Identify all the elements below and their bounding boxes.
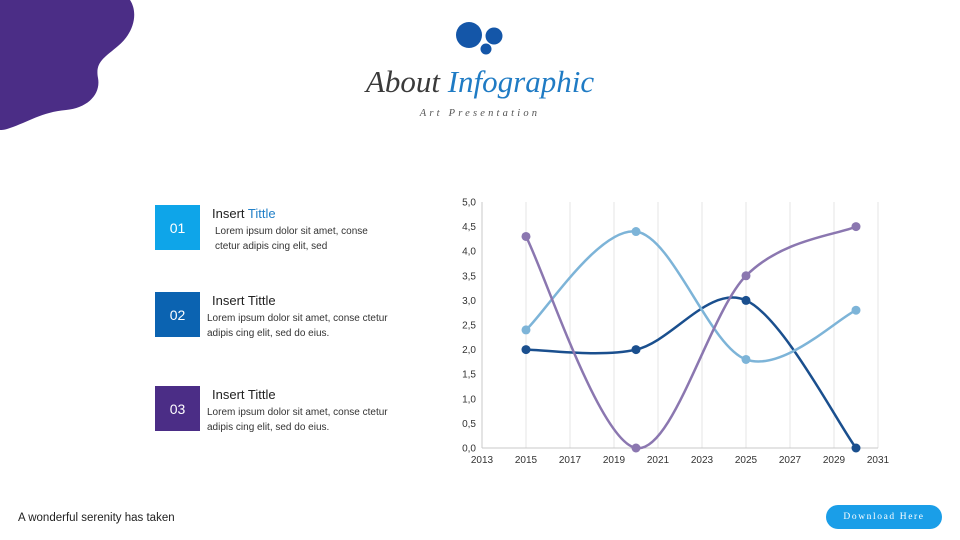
y-tick-label: 0,5 bbox=[462, 419, 476, 430]
y-tick-label: 4,5 bbox=[462, 222, 476, 233]
item-text-line-1: Lorem ipsum dolor sit amet, conse bbox=[215, 226, 368, 237]
series-line-3 bbox=[524, 225, 858, 450]
item-text-line-2: ctetur adipis cing elit, sed bbox=[215, 241, 328, 252]
y-tick-label: 4,0 bbox=[462, 247, 476, 258]
title-part-2: Infographic bbox=[447, 64, 595, 99]
series-2-point bbox=[521, 325, 531, 335]
series-3-point bbox=[631, 443, 641, 453]
series-1-point bbox=[631, 345, 641, 355]
y-tick-label: 2,5 bbox=[462, 321, 476, 332]
series-2-point bbox=[851, 305, 861, 315]
series-1-point bbox=[521, 345, 531, 355]
x-tick-label: 2027 bbox=[779, 455, 802, 466]
y-tick-label: 1,0 bbox=[462, 394, 476, 405]
list-item-2: 02 Insert Tittle Lorem ipsum dolor sit a… bbox=[155, 292, 455, 342]
download-button[interactable]: Download Here bbox=[826, 505, 942, 529]
item-description: Lorem ipsum dolor sit amet, conse ctetur… bbox=[207, 405, 388, 435]
series-line-1 bbox=[524, 296, 858, 450]
item-title-prefix: Insert Tittle bbox=[212, 387, 276, 402]
page-subtitle: Art Presentation bbox=[419, 108, 541, 119]
x-tick-label: 2023 bbox=[691, 455, 714, 466]
item-number-badge: 01 bbox=[155, 205, 200, 250]
decorative-blob bbox=[0, 0, 135, 130]
list-item-3: 03 Insert Tittle Lorem ipsum dolor sit a… bbox=[155, 386, 455, 436]
y-tick-label: 0,0 bbox=[462, 444, 476, 455]
item-title-prefix: Insert bbox=[212, 206, 248, 221]
item-description: Lorem ipsum dolor sit amet, conse ctetur… bbox=[215, 224, 368, 254]
item-title: Insert Tittle bbox=[212, 387, 276, 402]
series-2-point bbox=[631, 227, 641, 237]
x-tick-label: 2017 bbox=[559, 455, 582, 466]
item-text-line-2: adipis cing elit, sed do eius. bbox=[207, 328, 330, 339]
series-1-point bbox=[851, 443, 861, 453]
x-tick-label: 2029 bbox=[823, 455, 846, 466]
y-tick-label: 1,5 bbox=[462, 370, 476, 381]
x-tick-label: 2013 bbox=[471, 455, 494, 466]
series-line-2 bbox=[524, 230, 858, 363]
x-tick-label: 2015 bbox=[515, 455, 538, 466]
item-text-line-1: Lorem ipsum dolor sit amet, conse ctetur bbox=[207, 313, 388, 324]
series-2-point bbox=[741, 354, 751, 364]
x-tick-label: 2025 bbox=[735, 455, 758, 466]
item-title-prefix: Insert Tittle bbox=[212, 293, 276, 308]
item-description: Lorem ipsum dolor sit amet, conse ctetur… bbox=[207, 311, 388, 341]
item-text-line-1: Lorem ipsum dolor sit amet, conse ctetur bbox=[207, 407, 388, 418]
bubbles-logo-icon bbox=[456, 22, 503, 55]
y-tick-label: 3,5 bbox=[462, 271, 476, 282]
item-title-accent: Tittle bbox=[247, 206, 276, 221]
item-title: Insert Tittle bbox=[212, 293, 276, 308]
x-tick-label: 2019 bbox=[603, 455, 626, 466]
series-3-point bbox=[741, 271, 751, 281]
item-text-line-2: adipis cing elit, sed do eius. bbox=[207, 422, 330, 433]
page-title: About Infographic bbox=[0, 64, 960, 100]
footer-note: A wonderful serenity has taken bbox=[18, 512, 175, 524]
line-chart: 0,0 0,5 1,0 1,5 2,0 2,5 3,0 3,5 4,0 4,5 5,0 2013 201… bbox=[462, 198, 890, 467]
y-tick-label: 2,0 bbox=[462, 345, 476, 356]
title-part-1: About bbox=[365, 64, 440, 99]
item-number-badge: 03 bbox=[155, 386, 200, 431]
y-tick-label: 3,0 bbox=[462, 296, 476, 307]
y-tick-label: 5,0 bbox=[462, 198, 476, 209]
series-3-point bbox=[521, 231, 531, 241]
item-title: Insert Tittle bbox=[212, 206, 276, 221]
list-item-1: 01 Insert Tittle Lorem ipsum dolor sit a… bbox=[155, 205, 455, 255]
x-tick-label: 2031 bbox=[867, 455, 890, 466]
series-1-point bbox=[741, 295, 751, 305]
x-tick-label: 2021 bbox=[647, 455, 670, 466]
series-3-point bbox=[851, 222, 861, 232]
item-number-badge: 02 bbox=[155, 292, 200, 337]
